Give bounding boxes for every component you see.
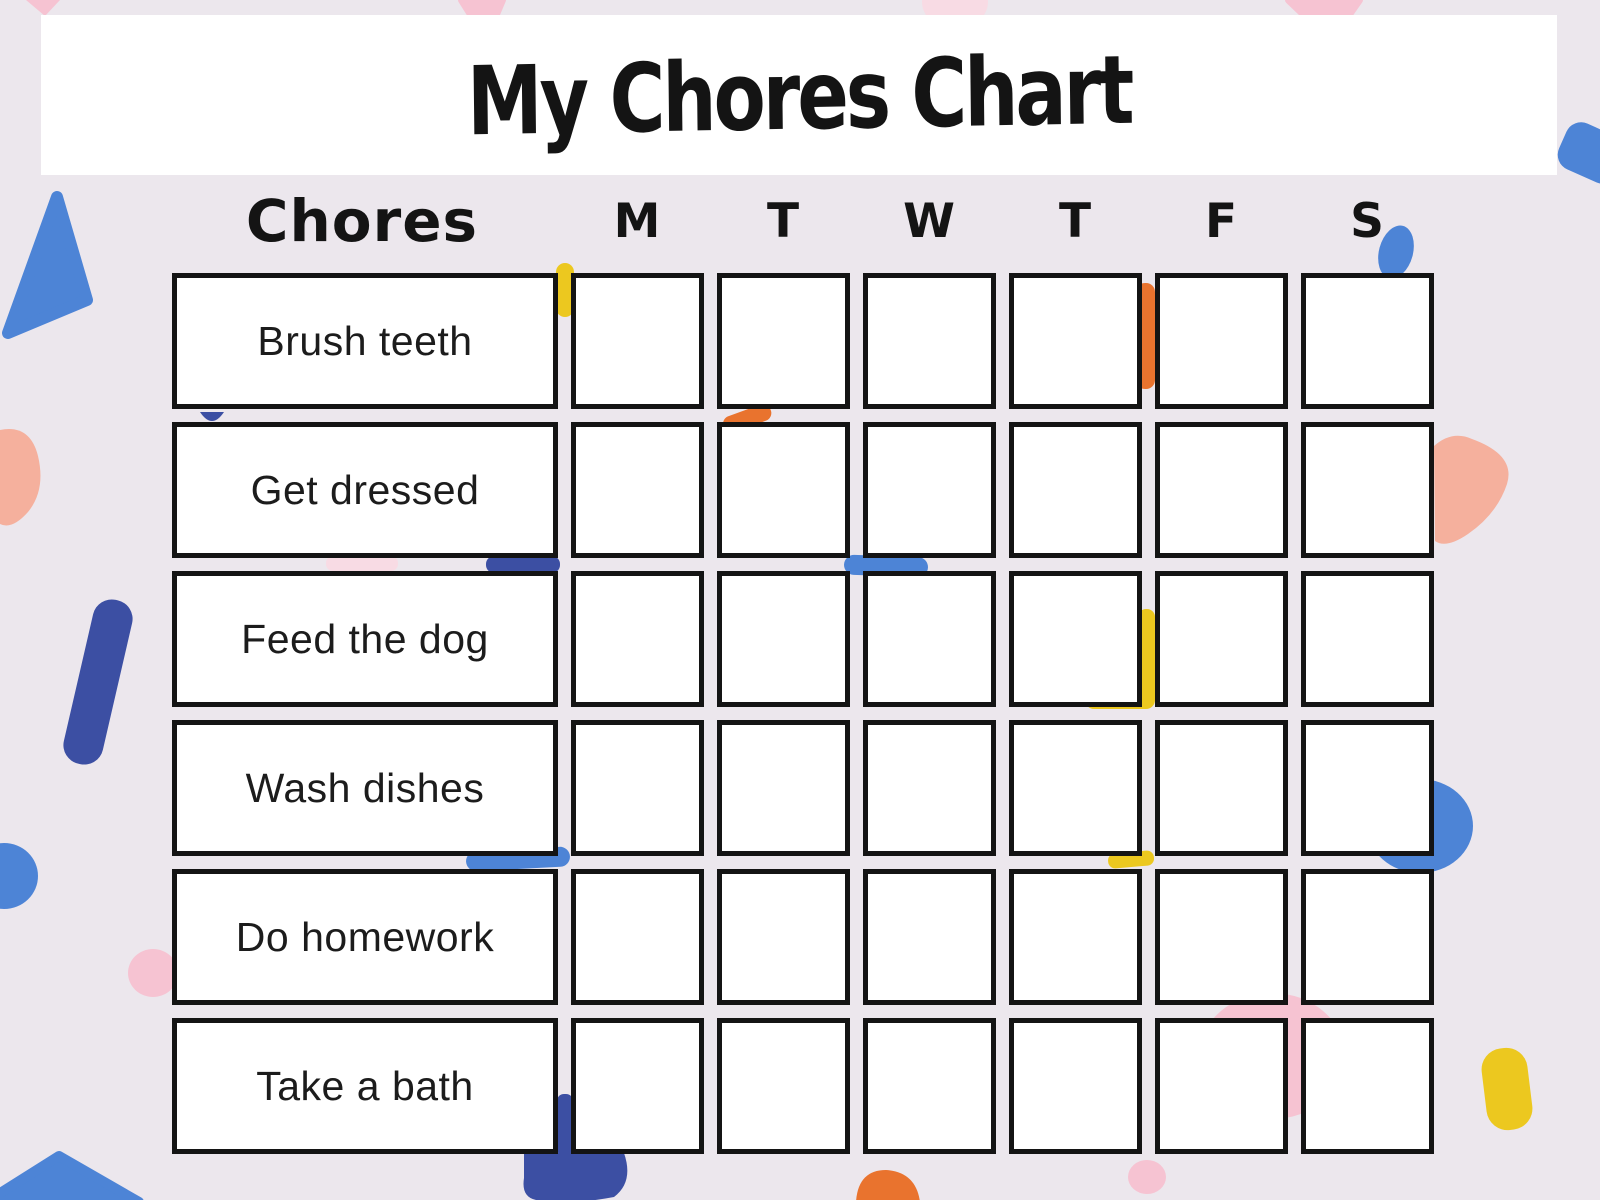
day-header-wednesday: W — [903, 193, 955, 249]
confetti-yellow-dash-row1-gap — [556, 263, 574, 317]
confetti-salmon-blob-right — [1434, 435, 1509, 544]
confetti-navy-bump-row1-gap — [200, 412, 224, 421]
day-cell[interactable] — [1301, 273, 1434, 409]
chore-label-cell: Get dressed — [172, 422, 558, 558]
day-cell[interactable] — [717, 1018, 850, 1154]
day-cell[interactable] — [863, 869, 996, 1005]
confetti-pink-dot-bottom — [1128, 1160, 1166, 1194]
day-cell[interactable] — [571, 1018, 704, 1154]
confetti-blue-blob-left-edge — [0, 843, 38, 909]
chore-label: Do homework — [235, 913, 495, 960]
day-cell[interactable] — [1009, 1018, 1142, 1154]
chores-column-header: Chores — [245, 187, 479, 255]
confetti-navy-dash-bottom-gap — [557, 1094, 573, 1156]
chore-label: Brush teeth — [257, 317, 473, 364]
day-cell[interactable] — [863, 1018, 996, 1154]
day-cell[interactable] — [571, 869, 704, 1005]
confetti-blue-blob-above-s — [1378, 225, 1414, 279]
page-title: My Chores Chart — [466, 33, 1132, 157]
chore-label: Get dressed — [250, 466, 480, 513]
confetti-yellow-bar-col-gap-row3 — [1138, 609, 1155, 707]
day-cell[interactable] — [1009, 273, 1142, 409]
confetti-pink-blob-left — [128, 949, 178, 997]
day-cell[interactable] — [1009, 869, 1142, 1005]
chores-grid: Brush teeth Get dressed Feed the dog Was… — [172, 273, 1434, 1154]
confetti-navy-stroke-left — [63, 599, 133, 765]
day-cell[interactable] — [1301, 869, 1434, 1005]
day-cell[interactable] — [1155, 1018, 1288, 1154]
day-cell[interactable] — [1301, 422, 1434, 558]
confetti-salmon-blob-left — [0, 429, 41, 526]
confetti-navy-blob-bottom — [523, 1153, 628, 1200]
chore-label-cell: Take a bath — [172, 1018, 558, 1154]
day-cell[interactable] — [863, 720, 996, 856]
day-cell[interactable] — [1009, 720, 1142, 856]
day-cell[interactable] — [571, 720, 704, 856]
chore-label-cell: Wash dishes — [172, 720, 558, 856]
chore-label-cell: Brush teeth — [172, 273, 558, 409]
confetti-blue-triangle-left — [2, 191, 93, 339]
day-cell[interactable] — [571, 273, 704, 409]
day-header-friday: F — [1204, 193, 1238, 249]
chore-label: Take a bath — [256, 1062, 474, 1109]
day-cell[interactable] — [571, 571, 704, 707]
day-header-tuesday: T — [766, 193, 800, 249]
day-cell[interactable] — [717, 869, 850, 1005]
confetti-pink-dash-row3-gap — [326, 556, 398, 571]
day-cell[interactable] — [1155, 869, 1288, 1005]
day-cell[interactable] — [1301, 1018, 1434, 1154]
day-cell[interactable] — [863, 571, 996, 707]
chore-label-cell: Do homework — [172, 869, 558, 1005]
confetti-orange-dome-bottom — [856, 1170, 920, 1200]
day-cell[interactable] — [863, 273, 996, 409]
chore-label: Wash dishes — [245, 764, 485, 811]
confetti-navy-dash-row3-gap — [486, 556, 560, 573]
confetti-blue-triangle-bottom-left — [0, 1151, 144, 1200]
day-cell[interactable] — [1155, 422, 1288, 558]
day-header-saturday: S — [1350, 193, 1384, 249]
day-cell[interactable] — [1301, 571, 1434, 707]
confetti-pink-wedge-top-left — [26, 0, 60, 16]
day-cell[interactable] — [717, 422, 850, 558]
day-cell[interactable] — [1155, 571, 1288, 707]
day-header-monday: M — [613, 193, 661, 249]
day-cell[interactable] — [717, 273, 850, 409]
chore-label-cell: Feed the dog — [172, 571, 558, 707]
day-cell[interactable] — [863, 422, 996, 558]
day-cell[interactable] — [1009, 422, 1142, 558]
day-cell[interactable] — [717, 571, 850, 707]
day-cell[interactable] — [1155, 273, 1288, 409]
chore-label: Feed the dog — [241, 615, 489, 662]
day-cell[interactable] — [1155, 720, 1288, 856]
confetti-blue-patch-right-edge — [1557, 122, 1600, 184]
day-cell[interactable] — [1009, 571, 1142, 707]
day-cell[interactable] — [717, 720, 850, 856]
day-cell[interactable] — [1301, 720, 1434, 856]
day-header-thursday: T — [1058, 193, 1092, 249]
title-banner: My Chores Chart — [41, 15, 1557, 175]
day-cell[interactable] — [571, 422, 704, 558]
confetti-yellow-pill-bottom-right — [1481, 1047, 1533, 1131]
